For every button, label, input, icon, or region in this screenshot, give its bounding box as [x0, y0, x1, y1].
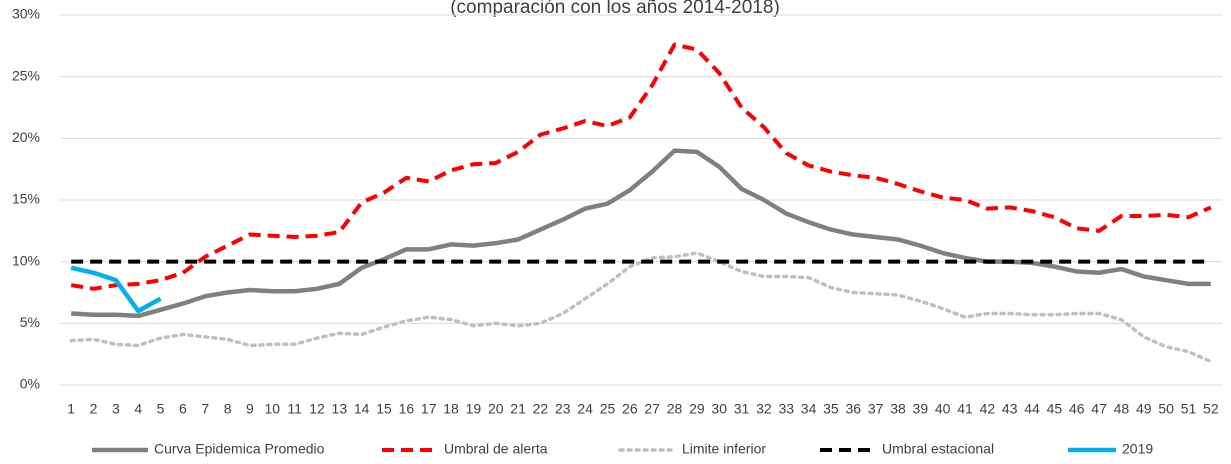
x-tick-label: 43	[1002, 401, 1018, 417]
x-tick-label: 28	[667, 401, 683, 417]
x-tick-label: 25	[600, 401, 616, 417]
x-tick-label: 39	[913, 401, 929, 417]
x-tick-label: 20	[488, 401, 504, 417]
x-tick-label: 4	[134, 401, 142, 417]
x-tick-label: 16	[399, 401, 415, 417]
x-tick-label: 10	[264, 401, 280, 417]
x-tick-label: 3	[112, 401, 120, 417]
x-tick-label: 19	[466, 401, 482, 417]
x-tick-label: 45	[1047, 401, 1063, 417]
legend-label: Limite inferior	[682, 441, 766, 457]
x-tick-label: 14	[354, 401, 370, 417]
x-tick-label: 8	[224, 401, 232, 417]
x-tick-label: 22	[533, 401, 549, 417]
x-tick-label: 1	[67, 401, 75, 417]
legend-label: Umbral de alerta	[444, 441, 548, 457]
x-tick-label: 18	[443, 401, 459, 417]
x-tick-label: 31	[734, 401, 750, 417]
x-tick-label: 50	[1158, 401, 1174, 417]
x-tick-label: 37	[868, 401, 884, 417]
x-tick-label: 7	[201, 401, 209, 417]
x-tick-label: 12	[309, 401, 325, 417]
x-tick-label: 48	[1114, 401, 1130, 417]
series-line	[70, 42, 1212, 291]
x-tick-label: 49	[1136, 401, 1152, 417]
x-tick-label: 15	[376, 401, 392, 417]
y-tick-label: 15%	[12, 191, 40, 207]
x-tick-label: 5	[157, 401, 165, 417]
x-tick-label: 23	[555, 401, 571, 417]
y-tick-label: 20%	[12, 129, 40, 145]
x-tick-label: 33	[778, 401, 794, 417]
series-line	[70, 265, 162, 314]
y-tick-label: 30%	[12, 6, 40, 22]
x-tick-label: 6	[179, 401, 187, 417]
x-tick-label: 42	[980, 401, 996, 417]
series-line	[69, 251, 1213, 364]
x-tick-label: 34	[801, 401, 817, 417]
x-tick-label: 41	[957, 401, 973, 417]
x-tick-label: 27	[644, 401, 660, 417]
x-tick-label: 9	[246, 401, 254, 417]
x-tick-label: 2	[90, 401, 98, 417]
x-tick-label: 47	[1091, 401, 1107, 417]
x-tick-label: 26	[622, 401, 638, 417]
y-tick-label: 0%	[20, 376, 40, 392]
x-tick-label: 46	[1069, 401, 1085, 417]
x-tick-label: 36	[845, 401, 861, 417]
x-tick-label: 52	[1203, 401, 1219, 417]
x-tick-label: 40	[935, 401, 951, 417]
legend-label: Umbral estacional	[882, 441, 994, 457]
y-tick-label: 5%	[20, 314, 40, 330]
x-tick-label: 32	[756, 401, 772, 417]
legend-label: 2019	[1122, 441, 1153, 457]
x-tick-label: 11	[287, 401, 302, 417]
chart-subtitle: (comparación con los años 2014-2018)	[450, 0, 780, 18]
x-tick-label: 38	[890, 401, 906, 417]
x-tick-label: 44	[1024, 401, 1040, 417]
x-tick-label: 30	[711, 401, 727, 417]
y-tick-label: 25%	[12, 67, 40, 83]
x-tick-label: 24	[577, 401, 593, 417]
y-tick-label: 10%	[12, 252, 40, 268]
x-tick-label: 17	[421, 401, 437, 417]
x-tick-label: 35	[823, 401, 839, 417]
x-tick-label: 51	[1181, 401, 1197, 417]
x-tick-label: 29	[689, 401, 705, 417]
series-line	[71, 148, 1211, 319]
x-tick-label: 13	[332, 401, 348, 417]
legend-label: Curva Epidemica Promedio	[154, 441, 325, 457]
x-tick-label: 21	[510, 401, 526, 417]
